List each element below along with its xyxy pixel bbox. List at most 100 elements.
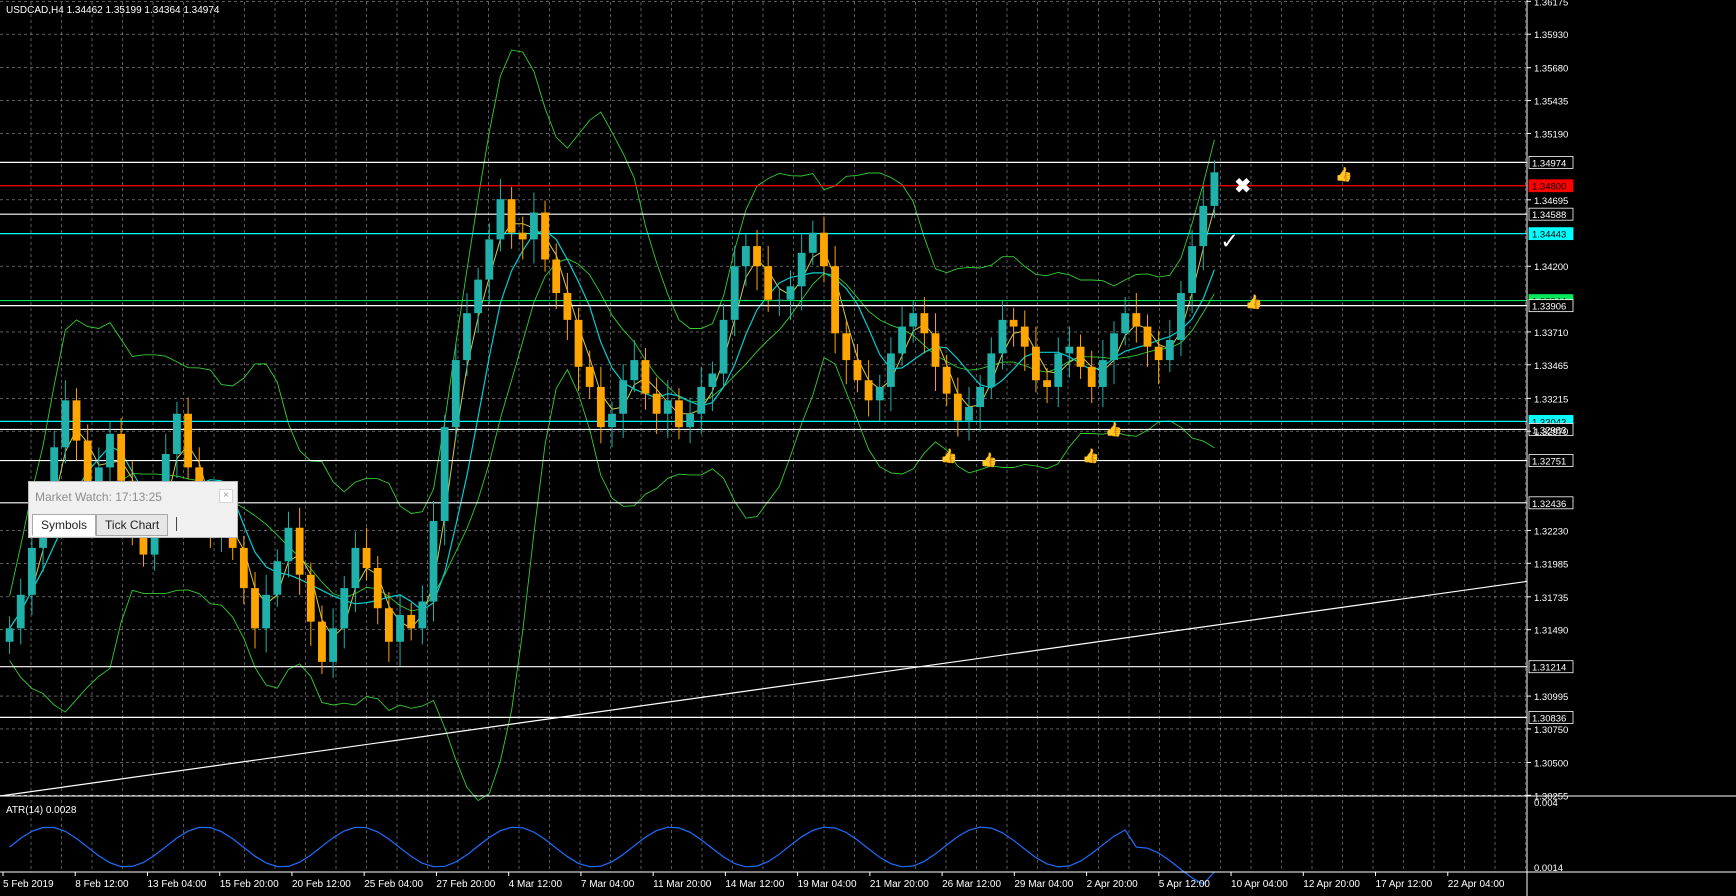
candle-body: [1098, 360, 1107, 387]
trendline[interactable]: [0, 580, 1528, 797]
atr-line: [9, 826, 1215, 885]
market-watch-window[interactable]: Market Watch: 17:13:25 × Symbols Tick Ch…: [28, 481, 238, 538]
level-price-tag: 1.34800: [1528, 179, 1574, 193]
level-tag-label: 1.34974: [1532, 158, 1566, 169]
horizontal-levels[interactable]: 1.349741.348001.345881.344431.339441.339…: [0, 156, 1574, 724]
level-tag-box: [1528, 156, 1574, 169]
atr-header: ATR(14) 0.0028: [6, 805, 77, 816]
level-tag-label: 1.31214: [1532, 663, 1566, 674]
level-price-tag: 1.34443: [1528, 227, 1574, 241]
candle-body: [262, 594, 271, 629]
date-tick-label: 26 Mar 12:00: [942, 879, 1001, 890]
tab-symbols[interactable]: Symbols: [32, 514, 97, 536]
upper-band: [9, 49, 1215, 597]
candle-body: [530, 212, 538, 240]
date-tick-label: 21 Mar 20:00: [870, 879, 929, 890]
candlesticks: [5, 160, 1219, 678]
candle-body: [820, 232, 828, 267]
level-tag-label: 1.34443: [1532, 230, 1566, 241]
candle-body: [239, 547, 248, 589]
date-tick-label: 10 Apr 04:00: [1231, 879, 1288, 890]
price-tick-label: 1.35680: [1534, 64, 1568, 75]
candle-body: [920, 313, 929, 334]
candle-body: [173, 413, 181, 454]
price-tick-label: 1.31985: [1534, 559, 1568, 570]
candle-body: [27, 547, 36, 595]
date-tick-label: 13 Feb 04:00: [147, 879, 206, 890]
candle-body: [686, 413, 694, 428]
check-mark-icon: ✓: [1220, 229, 1238, 254]
market-watch-tabs: Symbols Tick Chart: [32, 514, 178, 536]
candle-body: [641, 360, 650, 394]
candle-body: [117, 433, 126, 481]
candle-body: [1199, 205, 1208, 247]
candle-body: [842, 333, 851, 361]
candle-body: [541, 212, 549, 260]
candle-body: [94, 467, 103, 488]
candle-body: [1110, 333, 1118, 361]
level-tag-label: 1.32983: [1532, 425, 1566, 436]
candle-body: [931, 333, 940, 367]
candle-body: [630, 360, 639, 381]
candle-body: [697, 386, 706, 414]
candle-body: [831, 266, 840, 334]
candle-body: [764, 266, 773, 300]
candle-body: [106, 433, 114, 468]
candle-body: [998, 319, 1007, 354]
candle-body: [1154, 346, 1163, 361]
candle-body: [284, 527, 293, 562]
candle-body: [965, 407, 973, 421]
candle-body: [306, 574, 315, 622]
candle-body: [161, 453, 170, 508]
candle-body: [1121, 313, 1130, 334]
price-tick-label: 1.33465: [1534, 361, 1568, 372]
level-tag-label: 1.32436: [1532, 499, 1566, 510]
level-price-tag: 1.32436: [1528, 496, 1574, 510]
price-tick-label: 1.30500: [1534, 758, 1568, 769]
candle-body: [295, 527, 304, 575]
price-tick-label: 1.33215: [1534, 394, 1568, 405]
candle-body: [485, 239, 494, 280]
close-icon[interactable]: ×: [219, 489, 233, 503]
tab-tick-chart[interactable]: Tick Chart: [96, 514, 169, 536]
level-tag-box: [1528, 299, 1574, 313]
price-tick-label: 1.34695: [1534, 196, 1568, 207]
candle-body: [886, 353, 895, 387]
candle-body: [552, 259, 561, 294]
candle-body: [942, 366, 951, 394]
level-tag-label: 1.30836: [1532, 713, 1566, 724]
lower-band: [9, 356, 1215, 802]
candle-body: [463, 313, 471, 361]
date-tick-label: 17 Apr 12:00: [1376, 879, 1433, 890]
candle-body: [585, 366, 594, 387]
cross-mark-icon: ✖: [1234, 176, 1251, 198]
candle-body: [1043, 380, 1051, 387]
candle-body: [384, 608, 393, 642]
chart-grid: [0, 1, 1527, 872]
candle-body: [184, 413, 192, 468]
price-tick-label: 1.31735: [1534, 593, 1568, 604]
candle-body: [953, 393, 962, 421]
candle-body: [987, 353, 996, 387]
annotation-marks: ✖ ✓ 👍 👍 👍 👍 👍 👍: [940, 166, 1352, 469]
candle-body: [1009, 319, 1018, 327]
thumbs-up-icon: 👍: [1105, 421, 1122, 438]
candle-body: [518, 232, 527, 240]
candle-body: [708, 373, 717, 387]
level-tag-label: 1.34800: [1532, 182, 1566, 193]
price-tick-label: 1.30995: [1534, 692, 1568, 703]
date-tick-label: 22 Apr 04:00: [1448, 879, 1505, 890]
market-watch-title: Market Watch: 17:13:25: [35, 490, 162, 504]
slow-ma: [9, 229, 1215, 629]
candle-body: [251, 588, 259, 629]
candle-body: [596, 386, 605, 428]
price-tick-label: 1.34200: [1534, 262, 1568, 273]
candle-body: [608, 413, 616, 428]
candle-body: [1143, 326, 1152, 347]
date-tick-label: 15 Feb 20:00: [220, 879, 279, 890]
candle-body: [329, 628, 338, 662]
candle-body: [663, 400, 672, 414]
date-tick-label: 5 Apr 12:00: [1159, 879, 1211, 890]
price-tick-label: 1.30255: [1534, 791, 1568, 802]
